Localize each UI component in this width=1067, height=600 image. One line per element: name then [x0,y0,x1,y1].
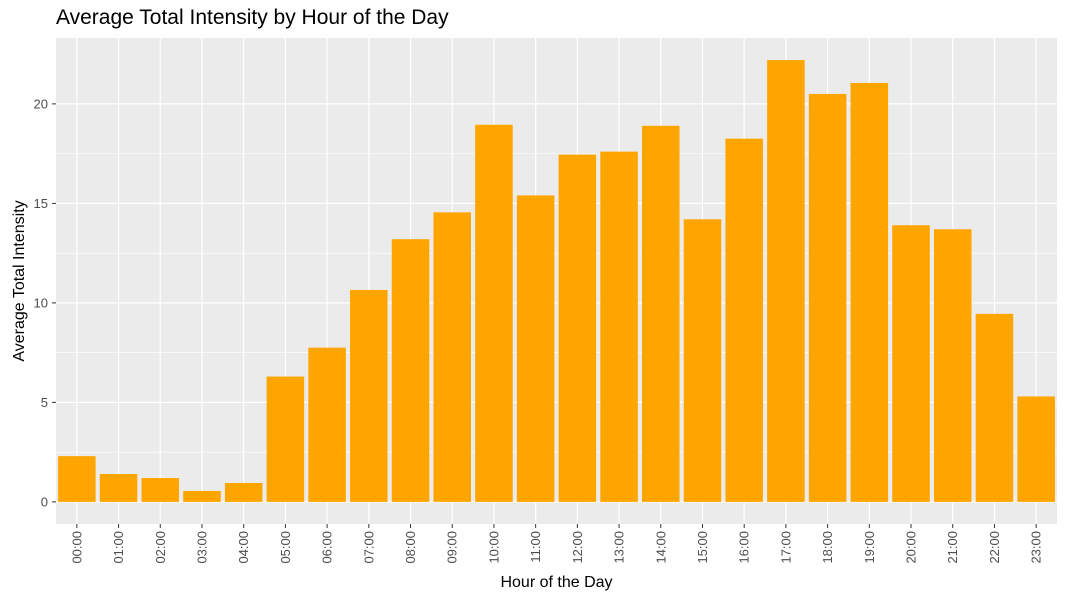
bar-05:00 [266,376,305,502]
x-tick-label: 09:00 [445,531,460,564]
x-tick-label: 20:00 [904,531,919,564]
bar-21:00 [933,229,972,502]
bar-14:00 [642,125,680,502]
x-tick-label: 06:00 [320,531,335,564]
y-tick-label: 5 [41,395,48,410]
bar-09:00 [433,212,471,502]
x-tick-label: 11:00 [528,531,543,563]
y-tick-label: 20 [34,96,48,111]
y-axis-title: Average Total Intensity [11,200,28,361]
bar-23:00 [1017,396,1055,502]
x-tick-label: 22:00 [987,531,1002,564]
bar-06:00 [308,347,346,502]
bar-20:00 [892,225,930,502]
x-tick-label: 21:00 [945,531,960,564]
grid-minor [56,153,1057,453]
bar-17:00 [767,60,805,502]
bar-19:00 [850,82,889,502]
x-tick-label: 03:00 [194,531,209,564]
plot-panel [56,38,1057,524]
x-tick-label: 00:00 [69,531,84,564]
bar-07:00 [350,289,388,502]
bar-03:00 [183,490,221,502]
x-tick-label: 15:00 [695,531,710,564]
x-tick-label: 14:00 [653,531,668,564]
x-tick-label: 17:00 [778,531,793,564]
bar-13:00 [600,151,638,502]
bar-11:00 [516,195,555,502]
y-axis-ticks: 0 5 10 15 20 [34,96,56,509]
x-tick-label: 08:00 [403,531,418,564]
bar-22:00 [975,313,1014,502]
x-tick-label: 12:00 [570,531,585,564]
x-tick-label: 16:00 [737,531,752,564]
x-axis-title: Hour of the Day [500,574,612,591]
x-tick-label: 18:00 [820,531,835,564]
x-tick-label: 19:00 [862,531,877,564]
bar-16:00 [725,138,763,502]
bar-10:00 [475,124,513,502]
x-tick-label: 05:00 [278,531,293,564]
x-tick-label: 10:00 [486,531,501,564]
bars [58,60,1055,502]
bar-15:00 [683,219,722,502]
x-tick-label: 01:00 [111,531,126,564]
bar-08:00 [391,239,430,502]
x-axis-ticks: 00:00 01:00 02:00 03:00 04:00 05:00 06:00 07:00… [69,524,1044,564]
x-tick-label: 02:00 [153,531,168,564]
x-tick-label: 07:00 [361,531,376,564]
y-tick-label: 0 [41,494,48,509]
chart-title: Average Total Intensity by Hour of the D… [56,6,449,29]
bar-02:00 [141,478,180,502]
bar-01:00 [99,474,138,502]
bar-12:00 [558,154,597,502]
x-tick-label: 04:00 [236,531,251,564]
bar-00:00 [58,456,96,502]
bar-04:00 [224,483,263,502]
x-tick-label: 23:00 [1029,531,1044,564]
y-tick-label: 15 [34,196,48,211]
y-tick-label: 10 [34,295,48,310]
bar-18:00 [808,93,847,502]
x-tick-label: 13:00 [612,531,627,564]
